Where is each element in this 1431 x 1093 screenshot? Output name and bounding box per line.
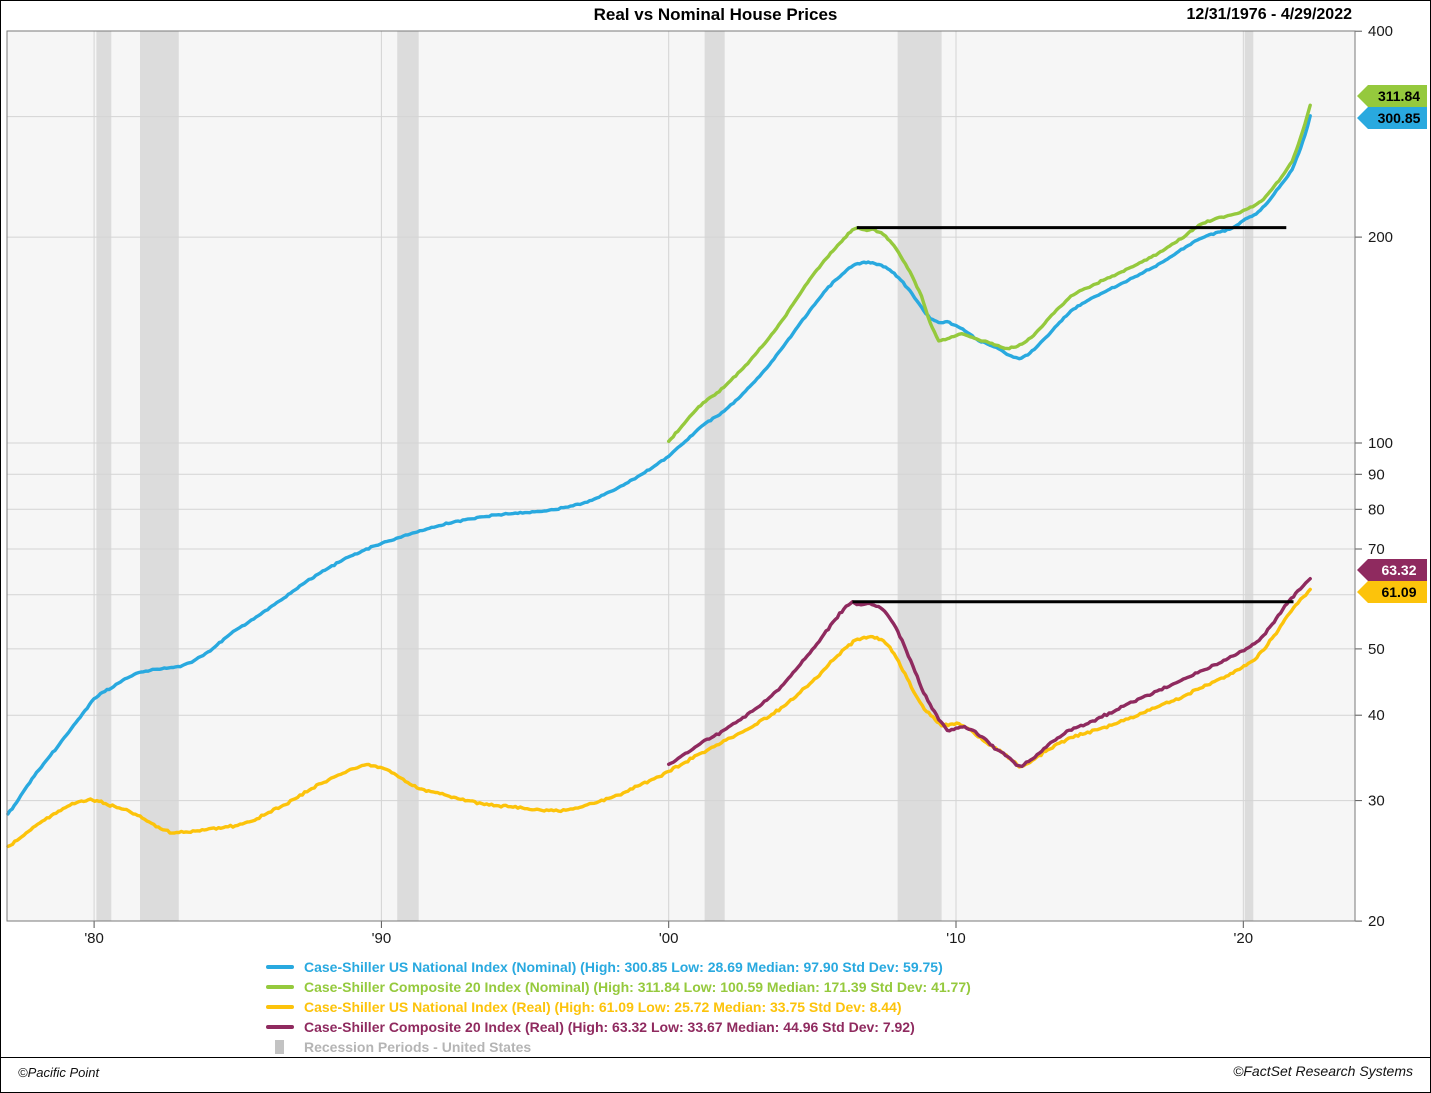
y-axis-label: 50: [1368, 641, 1385, 658]
legend-item-cs-composite20-real: Case-Shiller Composite 20 Index (Real) (…: [266, 1017, 971, 1037]
series-line-1: [667, 103, 1312, 443]
legend-label: Recession Periods - United States: [304, 1039, 532, 1055]
legend-label: Case-Shiller Composite 20 Index (Real) (…: [304, 1019, 915, 1035]
y-axis-label: 80: [1368, 501, 1385, 518]
legend-item-cs-composite20-nominal: Case-Shiller Composite 20 Index (Nominal…: [266, 977, 971, 997]
plot-border: [6, 30, 1356, 922]
callout-composite20-real-value: 63.32: [1381, 562, 1416, 578]
recession-swatch-icon: [266, 1040, 296, 1054]
legend-label: Case-Shiller US National Index (Nominal)…: [304, 959, 943, 975]
callout-composite20-real: [1357, 559, 1427, 581]
callout-national-nominal-value: 300.85: [1378, 110, 1421, 126]
legend-label: Case-Shiller US National Index (Real) (H…: [304, 999, 902, 1015]
page-title: Real vs Nominal House Prices: [593, 5, 838, 24]
legend-label: Case-Shiller Composite 20 Index (Nominal…: [304, 979, 971, 995]
y-axis-label: 40: [1368, 707, 1385, 724]
x-axis-label: '10: [946, 930, 966, 947]
series-line-3: [667, 577, 1312, 769]
y-axis-label: 30: [1368, 793, 1385, 810]
callout-national-nominal: [1357, 107, 1427, 129]
plot-area: [7, 31, 1355, 921]
legend: Case-Shiller US National Index (Nominal)…: [266, 957, 971, 1057]
y-axis-label: 200: [1368, 229, 1393, 246]
series-line-0: [6, 114, 1312, 816]
recession-band: [897, 31, 942, 921]
date-range: 12/31/1976 - 4/29/2022: [1186, 6, 1352, 23]
y-axis-label: 20: [1368, 913, 1385, 930]
recession-band: [704, 31, 725, 921]
recession-band: [140, 31, 179, 921]
y-axis-label: 100: [1368, 435, 1393, 452]
recession-band: [1244, 31, 1254, 921]
x-axis-label: '90: [372, 930, 392, 947]
recession-band: [96, 31, 112, 921]
x-axis-label: '00: [659, 930, 679, 947]
y-axis-label: 90: [1368, 466, 1385, 483]
footer-source-right: ©FactSet Research Systems: [1233, 1063, 1413, 1079]
callout-national-real: [1357, 581, 1427, 603]
legend-item-cs-us-national-real: Case-Shiller US National Index (Real) (H…: [266, 997, 971, 1017]
callout-composite20-nominal: [1357, 85, 1427, 107]
x-axis-label: '20: [1234, 930, 1254, 947]
callout-national-real-value: 61.09: [1381, 584, 1416, 600]
y-axis-label: 400: [1368, 23, 1393, 40]
line-swatch-icon: [266, 965, 296, 969]
series-line-2: [6, 587, 1312, 849]
y-axis-label: 70: [1368, 541, 1385, 558]
x-axis-label: '80: [84, 930, 104, 947]
recession-band: [397, 31, 419, 921]
footer-source-left: ©Pacific Point: [18, 1065, 100, 1080]
line-swatch-icon: [266, 1025, 296, 1029]
callout-composite20-nominal-value: 311.84: [1378, 88, 1420, 104]
line-swatch-icon: [266, 985, 296, 989]
line-swatch-icon: [266, 1005, 296, 1009]
legend-item-recession-periods: Recession Periods - United States: [266, 1037, 971, 1057]
legend-item-cs-us-national-nominal: Case-Shiller US National Index (Nominal)…: [266, 957, 971, 977]
